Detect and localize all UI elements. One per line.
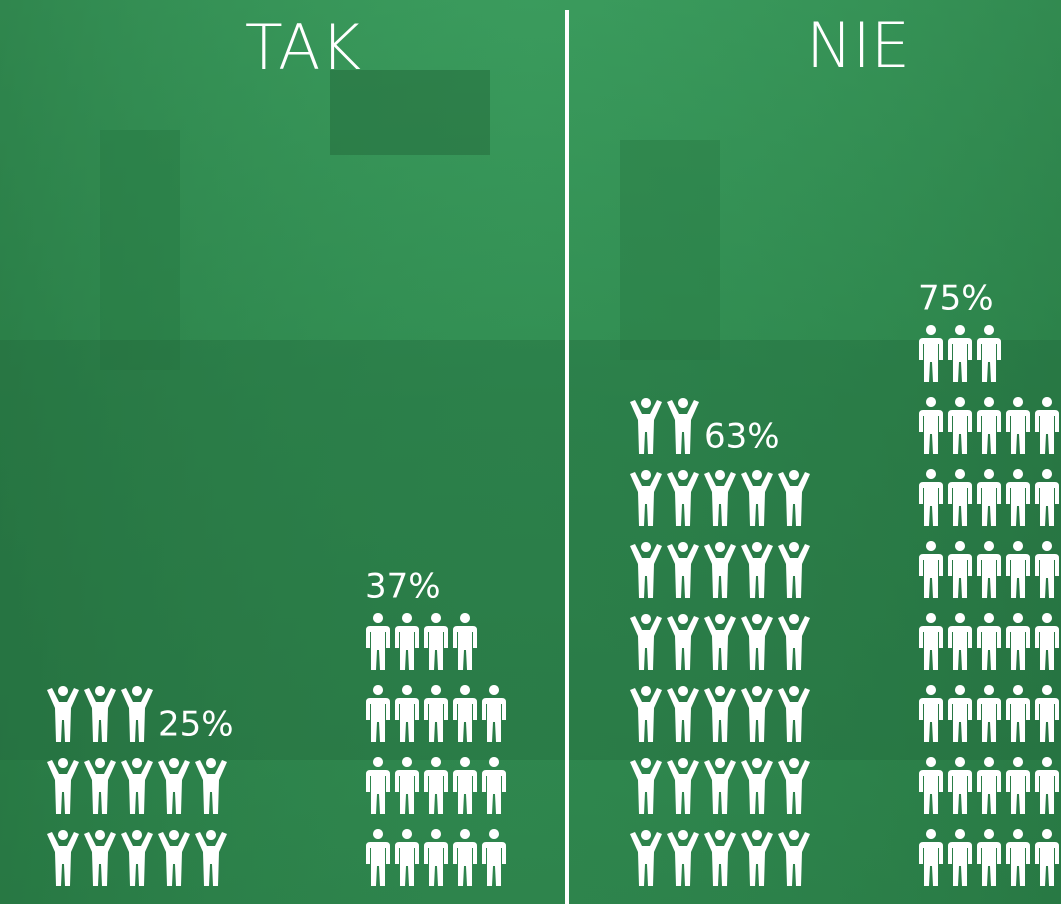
- value-label: 25%: [158, 705, 234, 745]
- value-label: 75%: [918, 279, 994, 319]
- value-label: 63%: [704, 417, 780, 457]
- panel-title: NIE: [806, 9, 910, 82]
- infographic: TAK NIE 25% 37% 63% 75%: [0, 0, 1061, 904]
- panel-title: TAK: [245, 11, 361, 84]
- backdrop-crowd: [0, 340, 1061, 760]
- backdrop-shape: [100, 130, 180, 370]
- backdrop-shape: [620, 140, 720, 360]
- value-label: 37%: [365, 567, 441, 607]
